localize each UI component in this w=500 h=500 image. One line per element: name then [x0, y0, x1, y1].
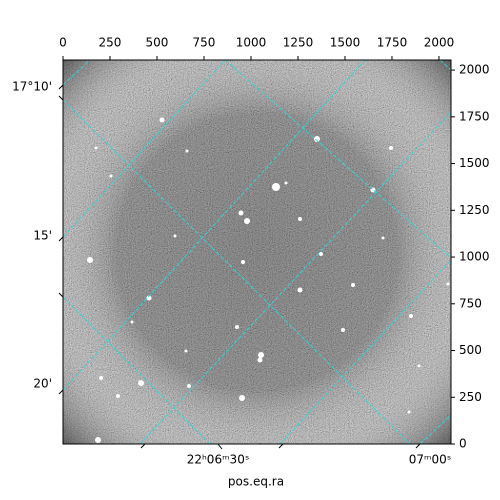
grid-line: [439, 60, 451, 71]
x-tick-label: 250: [99, 36, 122, 50]
x-tick-label: 1750: [377, 36, 408, 50]
x-tick-label: 2000: [424, 36, 455, 50]
grid-line: [63, 60, 226, 238]
sky-image: [63, 60, 451, 444]
grid-line: [63, 60, 91, 86]
dec-tick-label: 20': [33, 377, 52, 391]
ra-tick-label: 07ᵐ00ˢ: [409, 453, 452, 467]
grid-line: [419, 414, 451, 444]
x-tick-label: 1250: [283, 36, 314, 50]
x-tick-label: 0: [59, 36, 67, 50]
dec-tick-label: 17°10': [12, 80, 52, 94]
x-tick-label: 750: [193, 36, 216, 50]
grid-line: [224, 60, 451, 259]
y-tick-label: 1500: [459, 156, 490, 170]
grid-line: [139, 111, 451, 444]
ra-tick-label: 22ʰ06ᵐ30ˢ: [187, 453, 250, 467]
x-tick-label: 1000: [236, 36, 267, 50]
y-tick-label: 1750: [459, 109, 490, 123]
x-tick-label: 1500: [330, 36, 361, 50]
y-tick-label: 250: [459, 390, 482, 404]
frame: [62, 59, 452, 445]
grid-line: [63, 60, 366, 391]
grid-line: [63, 296, 211, 444]
y-tick-label: 2000: [459, 63, 490, 77]
dec-tick-label: 15': [33, 229, 52, 243]
y-tick-label: 1000: [459, 250, 490, 264]
y-tick-label: 1250: [459, 203, 490, 217]
x-axis-label: pos.eq.ra: [228, 475, 284, 489]
x-tick-label: 500: [146, 36, 169, 50]
stars: [87, 117, 450, 443]
wcs-tick-marks: [58, 84, 421, 450]
grid-line: [63, 99, 411, 444]
coordinate-grid: [63, 60, 451, 444]
y-tick-label: 750: [459, 296, 482, 310]
y-tick-label: 500: [459, 343, 482, 357]
y-tick-label: 0: [459, 437, 467, 451]
